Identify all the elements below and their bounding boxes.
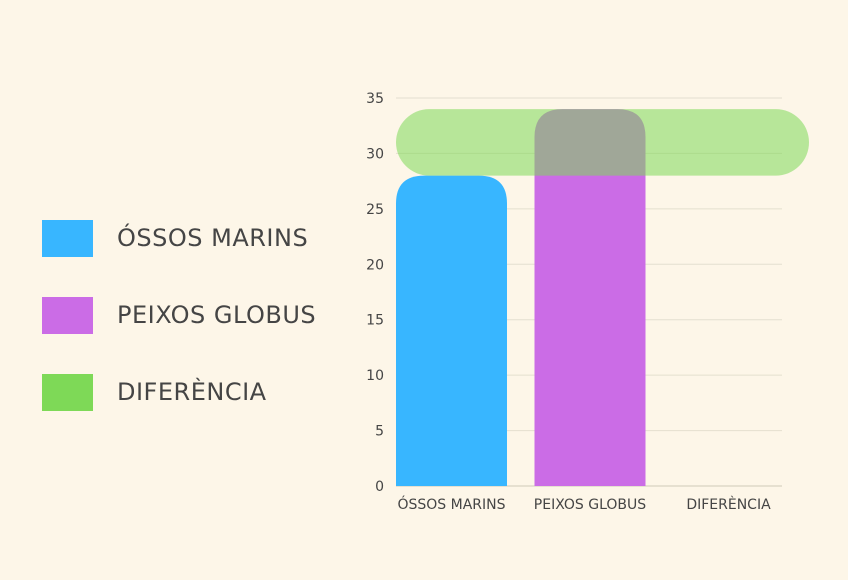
y-tick-label-10: 10 <box>366 368 384 384</box>
y-tick-label-35: 35 <box>366 91 384 107</box>
legend-label: ÓSSOS MARINS <box>117 224 309 252</box>
y-tick-label-20: 20 <box>366 257 384 273</box>
y-axis-ticks: 0 5 10 15 20 25 30 35 <box>366 91 384 495</box>
bar-ossos-marins <box>396 175 507 486</box>
legend-swatch <box>42 219 93 257</box>
x-tick-label-diferencia: DIFERÈNCIA <box>686 496 771 513</box>
y-tick-label-15: 15 <box>366 313 384 329</box>
x-axis-labels: ÓSSOS MARINS PEIXOS GLOBUS DIFERÈNCIA <box>397 495 771 513</box>
legend-item-ossos-marins: ÓSSOS MARINS <box>42 218 316 258</box>
y-tick-label-0: 0 <box>375 479 384 495</box>
x-tick-label-ossos-marins: ÓSSOS MARINS <box>397 495 505 513</box>
x-tick-label-peixos-globus: PEIXOS GLOBUS <box>534 497 646 513</box>
legend-label: PEIXOS GLOBUS <box>117 301 317 329</box>
legend-item-diferencia: DIFERÈNCIA <box>42 372 316 412</box>
y-tick-label-25: 25 <box>366 202 384 218</box>
legend: ÓSSOS MARINS PEIXOS GLOBUS DIFERÈNCIA <box>42 218 316 449</box>
legend-label: DIFERÈNCIA <box>117 378 267 406</box>
legend-swatch <box>42 373 93 411</box>
legend-item-peixos-globus: PEIXOS GLOBUS <box>42 295 316 335</box>
y-tick-label-5: 5 <box>375 424 384 440</box>
y-tick-label-30: 30 <box>366 146 384 162</box>
bar-peixos-globus <box>534 109 646 486</box>
legend-swatch <box>42 296 93 334</box>
bar-diferencia <box>396 109 809 176</box>
bars <box>396 109 646 486</box>
difference-overlay <box>396 109 809 176</box>
